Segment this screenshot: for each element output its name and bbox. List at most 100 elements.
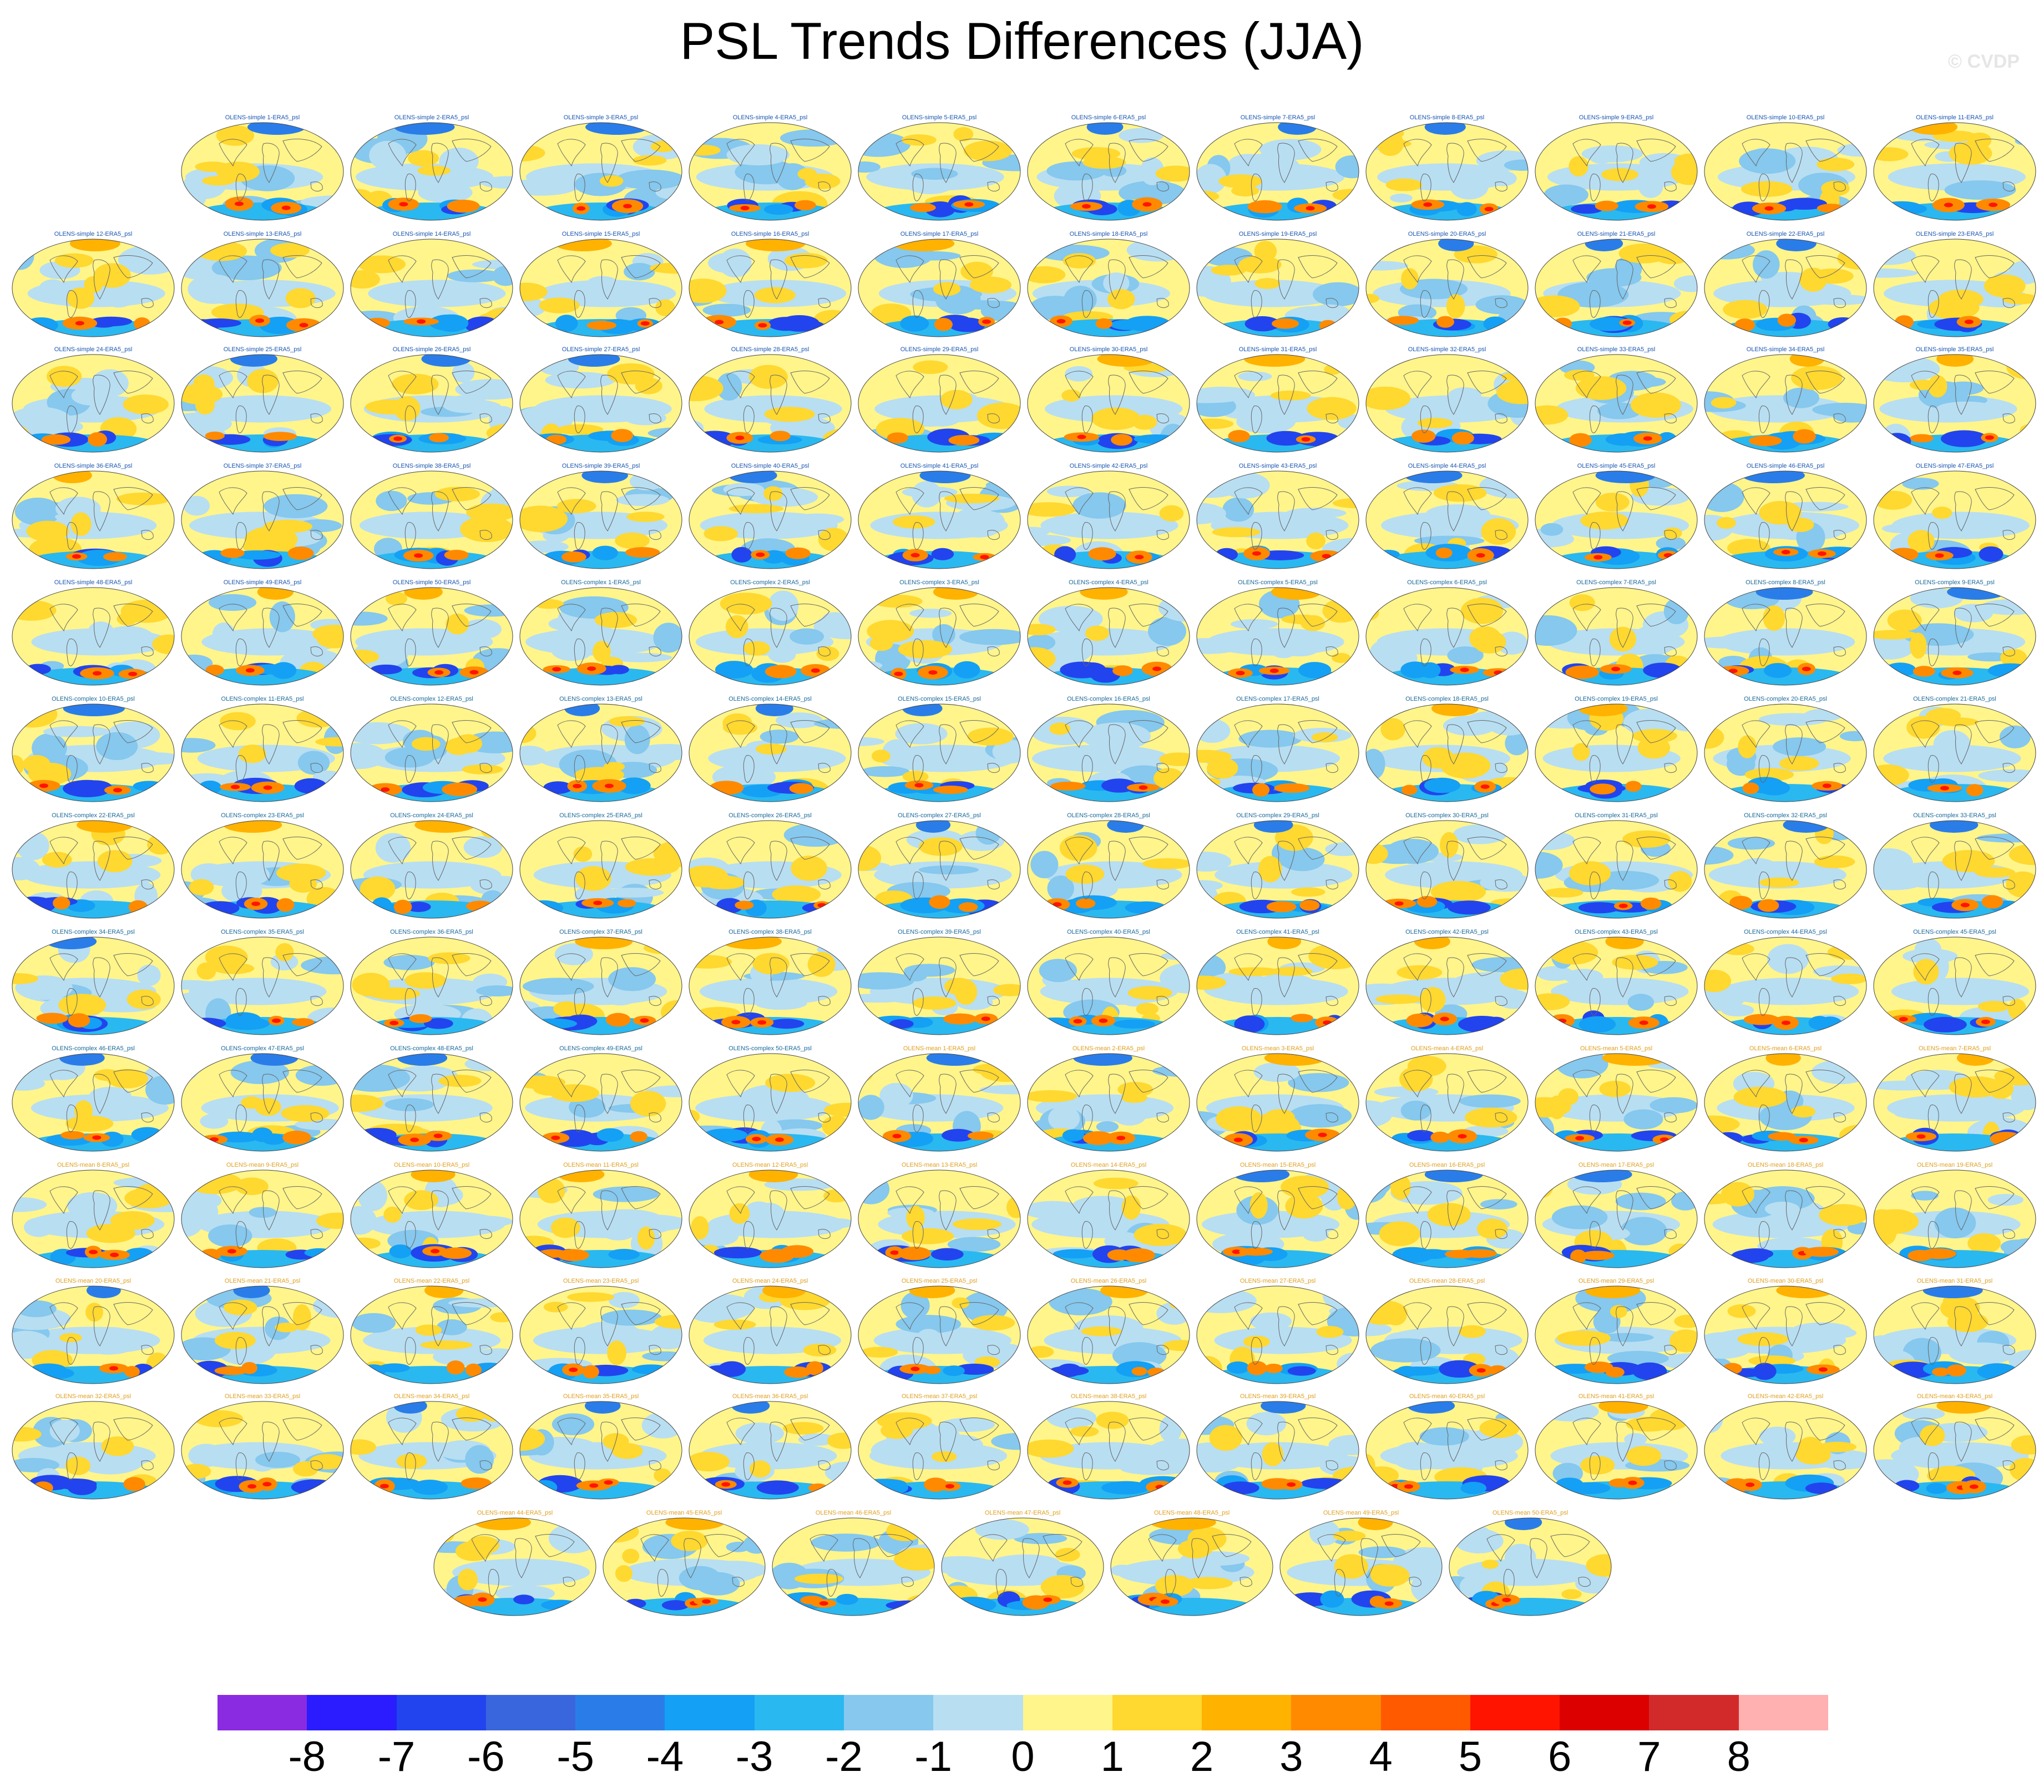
field-contour [205, 431, 225, 441]
map-panel: OLENS-complex 50-ERA5_psl [687, 1045, 853, 1152]
colorbar-tick-label: 3 [1279, 1733, 1303, 1780]
map-border [519, 1053, 682, 1152]
coastline [912, 522, 924, 550]
coastline [262, 1421, 280, 1462]
field-contour [1481, 1560, 1499, 1569]
coastline [452, 255, 492, 279]
coastline [600, 1306, 618, 1346]
coastline [959, 1418, 999, 1441]
field-contour [1202, 280, 1340, 307]
coastline [1277, 957, 1295, 998]
coastline [1833, 530, 1846, 540]
field-contour [607, 1340, 626, 1365]
field-contour [1547, 1095, 1566, 1120]
field-contour [689, 1451, 730, 1472]
field-contour [640, 1018, 649, 1023]
panel-title: OLENS-complex 43-ERA5_psl [1575, 929, 1658, 935]
field-contour [1660, 1137, 1669, 1142]
field-contour [1612, 954, 1658, 970]
coastline [1664, 763, 1677, 773]
field-contour [420, 1340, 473, 1350]
map-border [1196, 354, 1359, 453]
field-contour [181, 738, 216, 753]
coastline [649, 763, 661, 773]
psl-trend-map [181, 937, 344, 1035]
field-contour [263, 432, 297, 441]
map-panel: OLENS-mean 2-ERA5_psl [1025, 1045, 1192, 1152]
coastline [1785, 1306, 1803, 1346]
map-panel: OLENS-simple 14-ERA5_psl [348, 230, 515, 338]
psl-trend-map [1873, 1170, 2036, 1268]
panel-title: OLENS-mean 5-ERA5_psl [1580, 1045, 1653, 1052]
field-contour [1637, 736, 1671, 759]
panel-title: OLENS-mean 8-ERA5_psl [57, 1162, 130, 1168]
map-border [1027, 1401, 1190, 1500]
map-panel: OLENS-simple 49-ERA5_psl [179, 579, 346, 686]
field-contour [465, 1363, 482, 1376]
field-contour [1504, 1543, 1536, 1571]
field-contour [1030, 851, 1059, 879]
field-contour [1179, 483, 1190, 494]
map-border [1365, 937, 1529, 1035]
field-contour [1575, 1573, 1611, 1594]
coastline [2002, 298, 2015, 308]
coastline [743, 522, 755, 550]
field-contour [1964, 320, 1974, 325]
coastline [1277, 491, 1295, 531]
panel-title: OLENS-simple 10-ERA5_psl [1746, 114, 1825, 121]
field-contour [1927, 375, 1947, 398]
field-contour [1028, 1201, 1083, 1219]
psl-trend-map [1365, 1285, 1529, 1384]
panel-title: OLENS-simple 14-ERA5_psl [392, 231, 471, 237]
coastline [1277, 608, 1295, 648]
field-contour [1564, 969, 1603, 985]
field-contour [894, 671, 903, 676]
coastline [282, 720, 322, 743]
panel-title: OLENS-complex 16-ERA5_psl [1067, 696, 1150, 702]
field-contour [702, 303, 751, 317]
field-contour [877, 1480, 909, 1495]
field-contour [763, 486, 783, 501]
field-contour [1819, 1204, 1866, 1226]
field-contour [1407, 1130, 1435, 1142]
coastline [726, 1070, 755, 1098]
coastline [770, 608, 787, 648]
field-contour [593, 641, 611, 662]
coastline [770, 1306, 787, 1346]
psl-trend-map [1704, 1053, 1867, 1152]
coastline [818, 1112, 831, 1123]
field-contour [1043, 1597, 1053, 1602]
coastline [1129, 720, 1168, 743]
coastline [959, 720, 999, 743]
psl-trend-map [181, 587, 344, 686]
coastline [235, 988, 247, 1016]
coastline [1911, 487, 1940, 515]
field-contour [1934, 1207, 1976, 1239]
map-border [1704, 122, 1867, 221]
field-contour [86, 1223, 135, 1243]
coastline [1664, 530, 1677, 540]
coastline [649, 530, 661, 540]
coastline [1446, 1074, 1464, 1114]
field-contour [1590, 783, 1616, 795]
field-contour [445, 737, 472, 755]
field-contour [553, 1001, 580, 1017]
coastline [1277, 1190, 1295, 1231]
field-contour [1436, 316, 1454, 328]
map-panel: OLENS-mean 3-ERA5_psl [1195, 1045, 1361, 1152]
field-contour [1270, 390, 1311, 401]
coastline [113, 1186, 153, 1209]
field-contour [1979, 546, 2003, 562]
map-border [1027, 122, 1190, 221]
field-contour [561, 551, 586, 563]
coastline [141, 413, 154, 424]
coastline [235, 639, 247, 666]
field-contour [1581, 145, 1643, 163]
field-contour [554, 943, 593, 965]
field-contour [671, 1531, 708, 1551]
map-border [1365, 1053, 1529, 1152]
map-panel: OLENS-mean 16-ERA5_psl [1364, 1161, 1530, 1269]
colorbar-tick-label: 8 [1727, 1733, 1750, 1780]
field-contour [1311, 732, 1338, 742]
field-contour [1812, 403, 1866, 417]
